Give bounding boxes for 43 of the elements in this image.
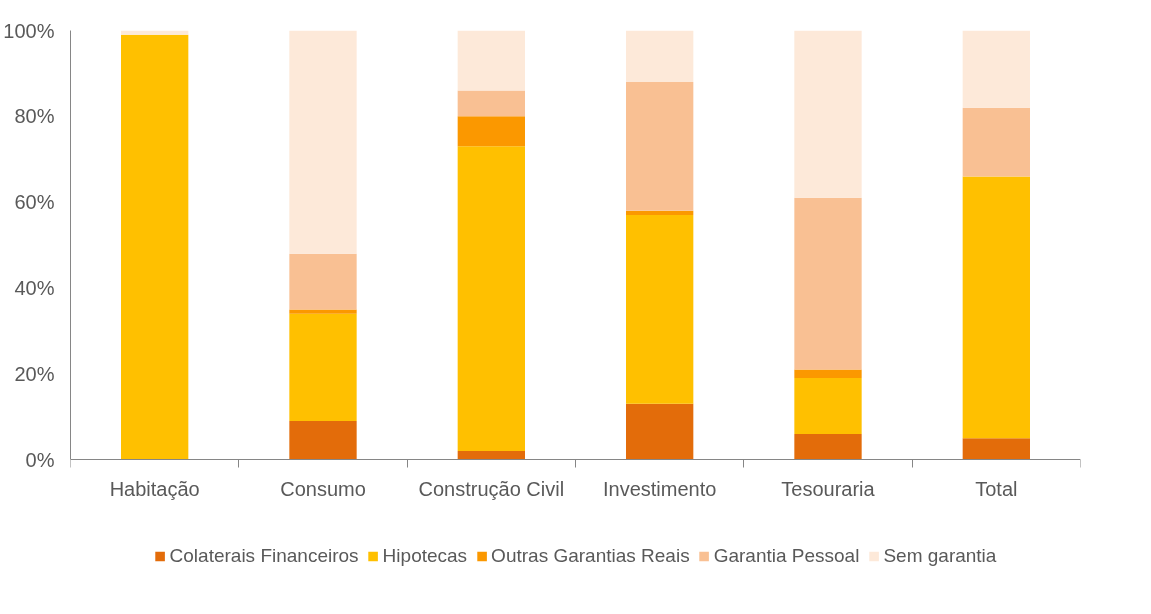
bar (457, 116, 525, 147)
legend-label: Colaterais Financeiros (169, 545, 359, 567)
bar (626, 30, 694, 82)
x-tick-label: Tesouraria (781, 477, 876, 500)
bar (457, 146, 525, 452)
y-tick-label: 60% (14, 191, 55, 214)
bar (794, 378, 862, 434)
bar (457, 30, 525, 91)
bar (794, 369, 862, 379)
legend-label: Sem garantia (883, 545, 997, 567)
bar (794, 197, 862, 370)
y-tick-label: 20% (14, 362, 55, 385)
bar (962, 438, 1030, 460)
bar (962, 30, 1030, 108)
bar (289, 421, 357, 460)
y-tick-label: 100% (3, 19, 55, 42)
bar (962, 176, 1030, 439)
bar (794, 30, 862, 198)
x-tick-label: Habitação (109, 477, 200, 500)
bar (457, 90, 525, 117)
bar (626, 403, 694, 460)
y-tick-label: 40% (14, 276, 55, 299)
bar (626, 215, 694, 404)
bar (289, 309, 357, 314)
legend-label: Garantia Pessoal (713, 545, 860, 567)
bar (289, 30, 357, 254)
bar (794, 433, 862, 460)
bar (962, 107, 1030, 177)
bar (626, 82, 694, 211)
bar (289, 313, 357, 422)
x-tick-label: Investimento (602, 477, 717, 500)
y-tick-label: 0% (25, 448, 55, 471)
bar (121, 30, 189, 35)
x-tick-label: Construção Civil (418, 477, 565, 500)
x-tick-label: Total (975, 477, 1018, 500)
bar (626, 210, 694, 216)
legend-label: Outras Garantias Reais (491, 545, 690, 567)
bar (121, 34, 189, 460)
x-tick-label: Consumo (280, 477, 366, 500)
legend-label: Hipotecas (382, 545, 468, 567)
bar (289, 253, 357, 310)
y-tick-label: 80% (14, 105, 55, 128)
bar (457, 451, 525, 460)
